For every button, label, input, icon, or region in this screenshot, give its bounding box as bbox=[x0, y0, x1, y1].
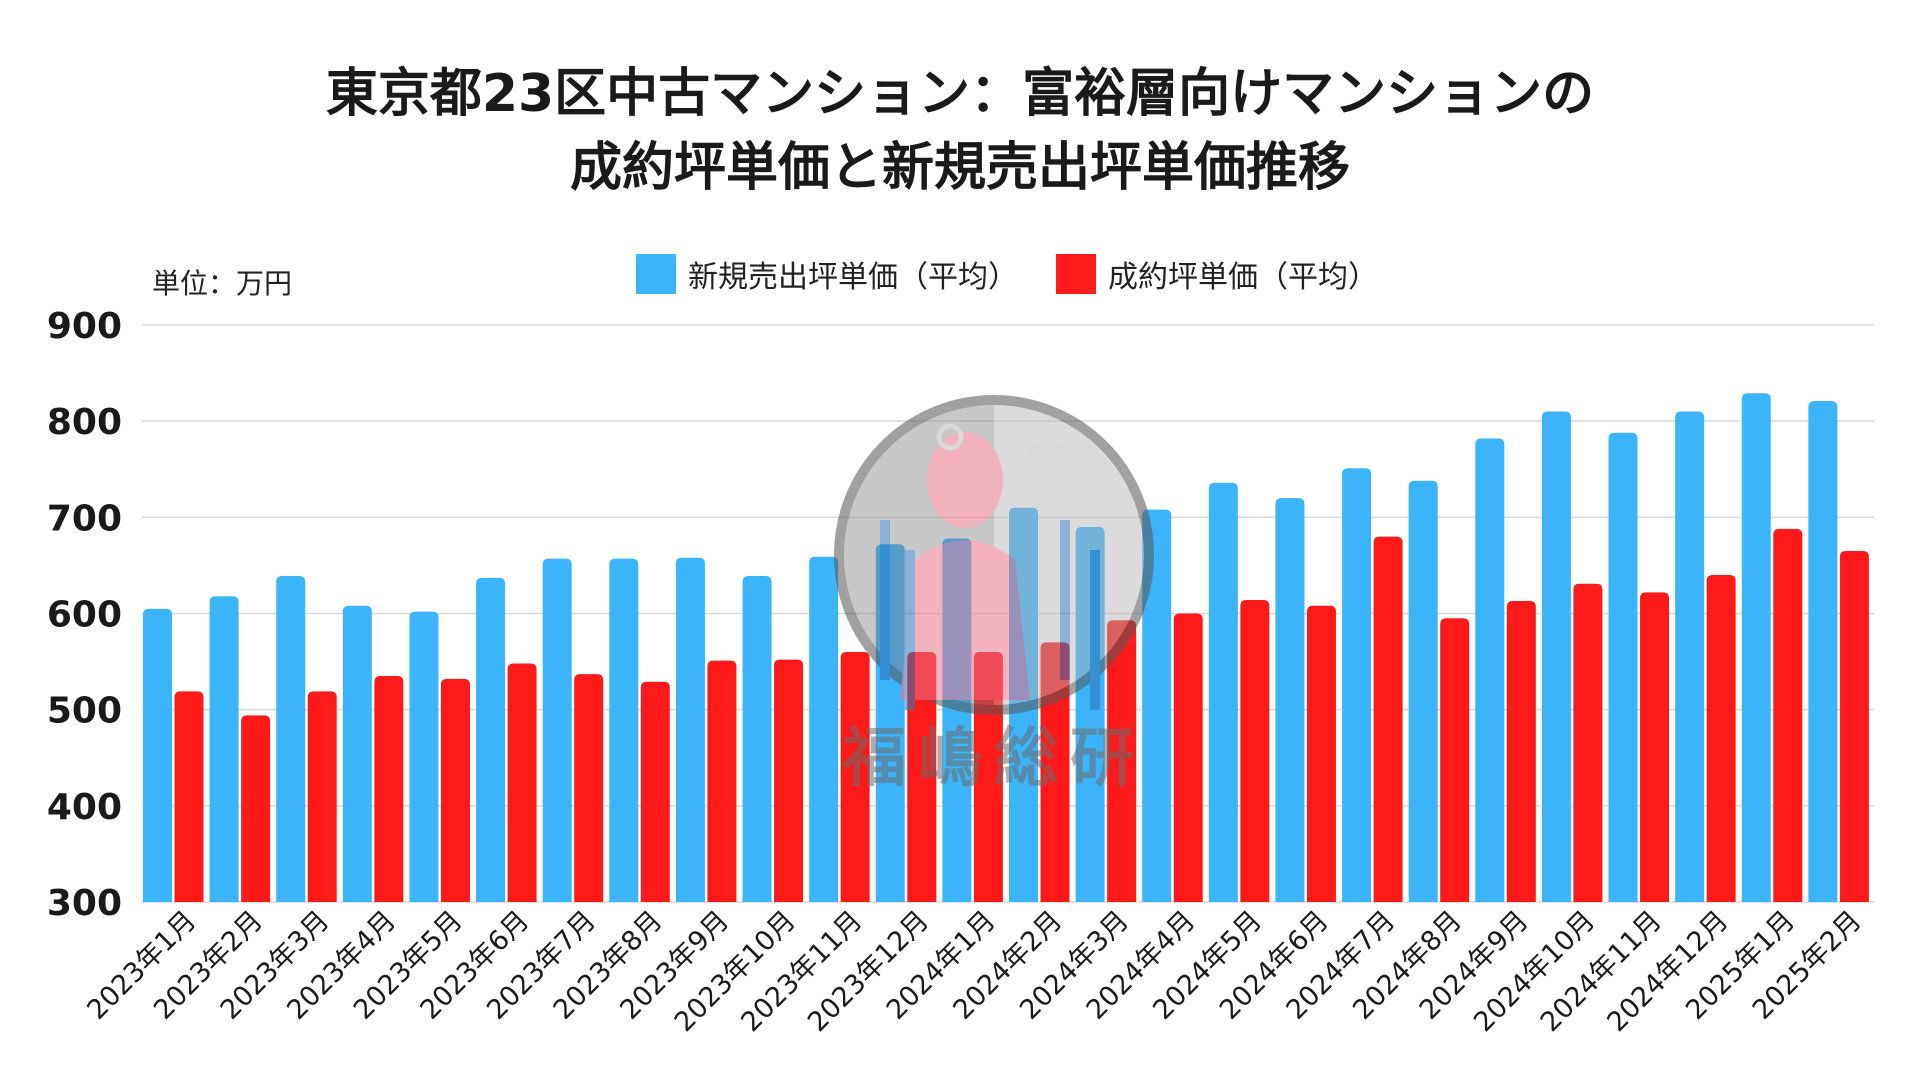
bar-contract bbox=[1640, 592, 1670, 902]
legend-swatch-contract bbox=[1056, 254, 1096, 294]
bar-contract bbox=[774, 659, 804, 902]
watermark-text: 福嶋総研 bbox=[841, 721, 1146, 796]
bar-contract bbox=[174, 691, 204, 902]
bar-listing bbox=[1408, 480, 1438, 902]
watermark-body bbox=[900, 540, 1030, 700]
bar-contract bbox=[1240, 600, 1270, 902]
bar-listing bbox=[143, 608, 172, 902]
bar-contract bbox=[1839, 550, 1869, 902]
legend-label-contract: 成約坪単価（平均） bbox=[1108, 260, 1378, 295]
bar-contract bbox=[1706, 575, 1736, 902]
y-tick-label: 800 bbox=[47, 402, 122, 443]
bar-listing bbox=[1541, 411, 1571, 902]
watermark-building bbox=[1060, 520, 1070, 680]
bar-contract bbox=[1506, 600, 1536, 902]
bar-listing bbox=[409, 611, 439, 902]
legend-label-listing: 新規売出坪単価（平均） bbox=[688, 260, 1018, 295]
bar-listing bbox=[209, 596, 239, 902]
y-tick-label: 500 bbox=[47, 691, 122, 732]
y-tick-label: 600 bbox=[47, 595, 122, 636]
bar-contract bbox=[1040, 642, 1070, 902]
bar-listing bbox=[609, 558, 639, 902]
y-tick-label: 400 bbox=[47, 787, 122, 828]
bar-contract bbox=[574, 674, 604, 902]
bar-listing bbox=[742, 575, 772, 902]
bar-contract bbox=[1573, 583, 1603, 902]
bar-contract bbox=[307, 691, 337, 902]
bar-contract bbox=[707, 660, 737, 902]
unit-label: 単位：万円 bbox=[152, 267, 293, 300]
bar-listing bbox=[1608, 432, 1638, 902]
bar-listing bbox=[1142, 509, 1172, 902]
bar-contract bbox=[840, 651, 870, 902]
bar-contract bbox=[907, 651, 937, 902]
watermark-gear-small-icon bbox=[936, 423, 964, 451]
bar-contract bbox=[1306, 605, 1336, 902]
bar-listing bbox=[542, 558, 572, 902]
bar-listing bbox=[276, 575, 306, 902]
bar-listing bbox=[1675, 411, 1705, 902]
bar-contract bbox=[1373, 536, 1403, 902]
bar-listing bbox=[675, 557, 705, 902]
bar-contract bbox=[1440, 618, 1470, 902]
bar-listing bbox=[476, 577, 506, 902]
watermark-building bbox=[905, 550, 915, 710]
bar-contract bbox=[1107, 620, 1137, 902]
bar-listing bbox=[1808, 400, 1838, 902]
bar-listing bbox=[809, 556, 839, 902]
bar-contract bbox=[374, 676, 404, 902]
bar-listing bbox=[1475, 438, 1505, 902]
bar-contract bbox=[1773, 528, 1803, 902]
bar-contract bbox=[640, 681, 670, 902]
watermark-gear-icon bbox=[1022, 440, 1074, 492]
bar-contract bbox=[507, 663, 537, 902]
bar-contract bbox=[440, 678, 470, 902]
bar-listing bbox=[1208, 482, 1238, 902]
bar-listing bbox=[1342, 468, 1372, 902]
bar-listing bbox=[1741, 393, 1771, 902]
bar-listing bbox=[342, 605, 372, 902]
legend-item-contract: 成約坪単価（平均） bbox=[1056, 252, 1378, 296]
watermark-head bbox=[927, 432, 1003, 528]
legend-item-listing: 新規売出坪単価（平均） bbox=[636, 252, 1018, 296]
y-tick-label: 700 bbox=[47, 498, 122, 539]
watermark-ring bbox=[834, 395, 1154, 715]
bar-contract bbox=[241, 715, 271, 902]
chart-title-line-2: 成約坪単価と新規売出坪単価推移 bbox=[569, 138, 1350, 198]
legend-swatch-listing bbox=[636, 254, 676, 294]
watermark-building bbox=[1090, 550, 1100, 710]
y-tick-label: 300 bbox=[47, 883, 122, 924]
y-tick-label: 900 bbox=[47, 306, 122, 347]
watermark-building bbox=[880, 520, 890, 680]
bar-listing bbox=[1275, 498, 1305, 902]
watermark-logo bbox=[834, 395, 1154, 715]
chart-title-line-1: 東京都23区中古マンション：富裕層向けマンションの bbox=[325, 64, 1595, 124]
bar-contract bbox=[1173, 613, 1203, 902]
